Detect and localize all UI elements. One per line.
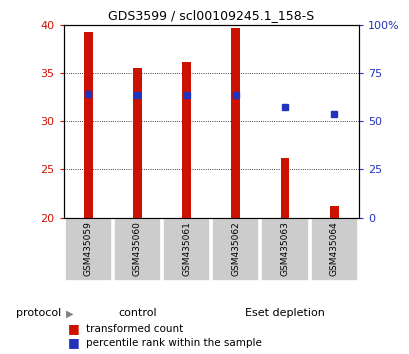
Bar <box>211 218 259 281</box>
Bar <box>280 158 289 218</box>
Text: ■: ■ <box>67 336 79 349</box>
Text: percentile rank within the sample: percentile rank within the sample <box>86 338 261 348</box>
Text: GSM435061: GSM435061 <box>182 221 191 276</box>
Text: GSM435063: GSM435063 <box>280 221 289 276</box>
Bar <box>83 32 92 218</box>
Text: transformed count: transformed count <box>86 324 183 333</box>
Text: ▶: ▶ <box>65 308 73 318</box>
Bar <box>329 206 338 218</box>
Text: protocol: protocol <box>16 308 61 318</box>
Text: GSM435062: GSM435062 <box>231 221 240 276</box>
Text: GSM435064: GSM435064 <box>329 221 338 276</box>
Bar <box>231 28 240 218</box>
Text: control: control <box>118 308 156 318</box>
Bar <box>182 62 191 218</box>
Bar <box>113 218 161 281</box>
Bar <box>162 218 210 281</box>
Bar <box>133 68 142 218</box>
Bar <box>261 218 308 281</box>
Text: GSM435060: GSM435060 <box>133 221 142 276</box>
Bar <box>64 218 112 281</box>
Text: GSM435059: GSM435059 <box>83 221 92 276</box>
Text: ■: ■ <box>67 322 79 335</box>
Text: Eset depletion: Eset depletion <box>245 308 324 318</box>
Title: GDS3599 / scl00109245.1_158-S: GDS3599 / scl00109245.1_158-S <box>108 9 314 22</box>
Bar <box>310 218 357 281</box>
